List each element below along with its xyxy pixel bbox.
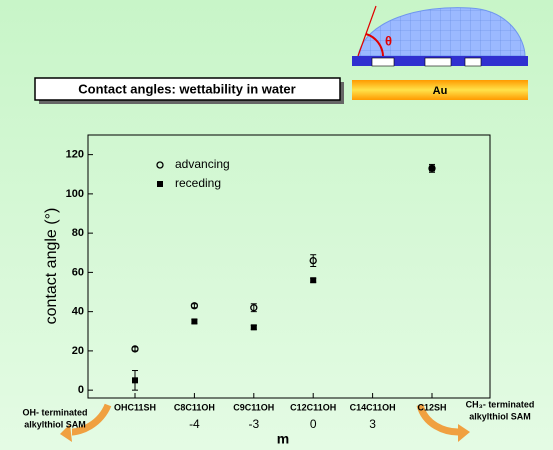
y-tick-label: 100 (66, 188, 84, 200)
x-axis-label: m (277, 431, 289, 447)
x-sublabel: -3 (248, 417, 259, 431)
marker (310, 277, 317, 284)
marker (429, 165, 435, 172)
y-tick-label: 0 (78, 384, 84, 396)
y-tick-label: 20 (72, 345, 84, 357)
annotation: CH₃- terminated (466, 399, 535, 409)
legend-marker (157, 181, 163, 187)
marker (131, 345, 139, 353)
annotation: alkylthiol SAM (24, 419, 86, 429)
marker (132, 377, 138, 384)
x-tick-label: OHC11SH (114, 402, 156, 412)
angle-label: θ (385, 33, 392, 48)
marker (250, 304, 258, 312)
x-tick-label: C12SH (417, 402, 446, 412)
marker (191, 318, 198, 325)
annotation: OH- terminated (22, 407, 87, 417)
y-axis-label: contact angle (°) (43, 208, 60, 325)
substrate-label: Au (433, 85, 448, 97)
marker (250, 324, 257, 331)
marker (190, 302, 199, 310)
x-tick-label: C9C11OH (233, 402, 274, 412)
y-tick-label: 60 (72, 266, 84, 278)
marker (309, 256, 317, 265)
x-sublabel: 0 (310, 417, 317, 431)
legend-label: advancing (175, 157, 230, 171)
y-tick-label: 40 (72, 306, 84, 318)
y-tick-label: 80 (72, 227, 84, 239)
wetting-diagram: θ Au (352, 5, 528, 100)
y-tick-label: 120 (66, 149, 84, 161)
legend-label: receding (175, 176, 221, 190)
legend-marker (156, 161, 164, 169)
x-tick-label: C8C11OH (174, 402, 215, 412)
x-tick-label: C12C11OH (290, 402, 336, 412)
x-tick-label: C14C11OH (350, 402, 396, 412)
x-sublabel: 3 (369, 417, 376, 431)
annotation: alkylthiol SAM (469, 411, 531, 421)
x-sublabel: -4 (189, 417, 200, 431)
chart-title: Contact angles: wettability in water (78, 81, 295, 96)
plot-frame (87, 134, 491, 399)
